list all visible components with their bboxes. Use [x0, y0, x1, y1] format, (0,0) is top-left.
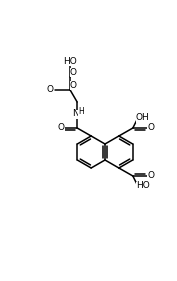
Text: O: O — [70, 81, 77, 90]
Text: O: O — [47, 85, 54, 94]
Text: N: N — [72, 110, 79, 119]
Text: OH: OH — [136, 114, 150, 123]
Text: O: O — [147, 124, 154, 133]
Text: O: O — [147, 171, 154, 180]
Text: HO: HO — [63, 56, 77, 65]
Text: HO: HO — [136, 182, 150, 191]
Text: H: H — [78, 106, 84, 115]
Text: O: O — [70, 68, 77, 77]
Text: O: O — [58, 123, 65, 132]
